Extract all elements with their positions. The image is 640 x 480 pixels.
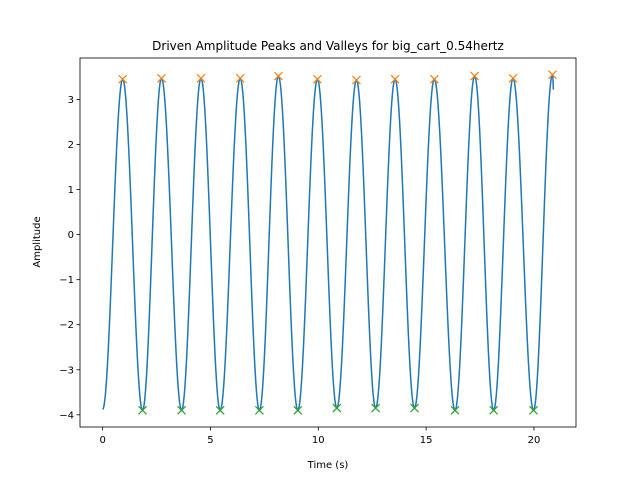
valley-marker: [215, 405, 225, 415]
peak-marker: [470, 71, 480, 81]
peak-marker: [273, 71, 283, 81]
valley-marker: [371, 403, 381, 413]
peak-marker: [157, 73, 166, 83]
x-axis-label: Time (s): [307, 460, 349, 471]
peak-marker: [429, 74, 439, 84]
valley-marker: [293, 405, 303, 415]
peak-marker: [508, 73, 518, 83]
y-tick-label: −1: [59, 275, 74, 286]
y-tick-label: 0: [68, 230, 74, 241]
x-tick-label: 0: [99, 435, 105, 446]
x-tick-label: 5: [207, 435, 213, 446]
y-tick-label: −3: [59, 365, 74, 376]
y-tick-label: 3: [68, 95, 74, 106]
axes-frame: [79, 57, 577, 428]
axis-ticks: 0 5 10 15 20 −4 −3 −2 −1 0 1 2 3: [59, 95, 540, 446]
y-tick-label: 2: [68, 140, 74, 151]
peak-marker: [548, 70, 557, 80]
y-tick-label: −4: [59, 410, 74, 421]
valley-marker: [529, 405, 538, 415]
peak-marker: [313, 74, 322, 84]
peak-marker: [196, 73, 206, 83]
valley-marker: [138, 405, 147, 415]
peak-marker: [390, 74, 400, 84]
chart-title: Driven Amplitude Peaks and Valleys for b…: [152, 39, 504, 53]
valley-marker: [177, 405, 186, 415]
y-axis-label: Amplitude: [32, 216, 43, 267]
plot-area: [102, 70, 557, 415]
y-tick-label: −2: [59, 320, 74, 331]
valley-marker: [254, 405, 264, 415]
peak-marker: [235, 73, 245, 83]
peak-marker: [352, 75, 361, 85]
valley-marker: [489, 405, 499, 415]
x-tick-label: 20: [528, 435, 541, 446]
valley-marker: [450, 405, 460, 415]
peak-marker: [118, 74, 128, 84]
x-tick-label: 10: [312, 435, 325, 446]
x-tick-label: 15: [420, 435, 433, 446]
valley-marker: [410, 403, 419, 413]
y-tick-label: 1: [68, 185, 74, 196]
valley-marker: [332, 403, 342, 413]
